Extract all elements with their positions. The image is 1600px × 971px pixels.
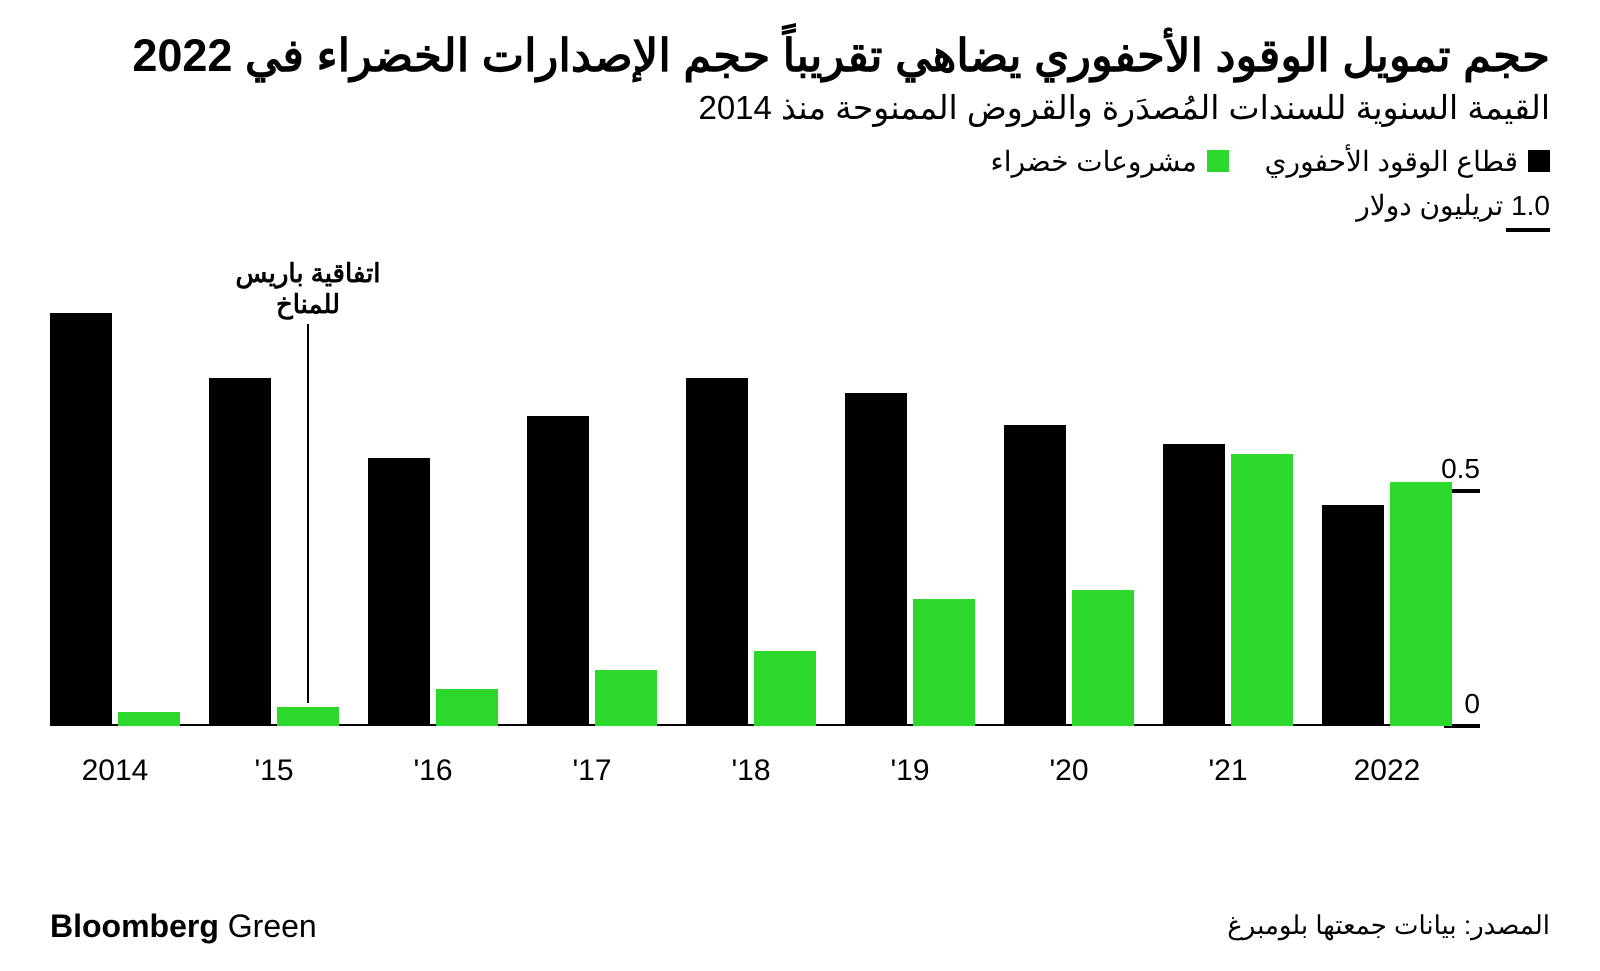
bar-fossil bbox=[50, 313, 112, 727]
x-tick-label: '18 bbox=[686, 754, 816, 788]
bar-group bbox=[368, 256, 527, 726]
bar-group bbox=[50, 256, 209, 726]
bar-group bbox=[1004, 256, 1163, 726]
bar-fossil bbox=[1163, 444, 1225, 726]
x-tick-label: 2014 bbox=[50, 754, 180, 788]
y-axis-top-underline bbox=[1506, 228, 1550, 232]
bar-fossil bbox=[209, 378, 271, 726]
legend-swatch-green bbox=[1207, 150, 1229, 172]
bar-green bbox=[595, 670, 657, 726]
bar-green bbox=[277, 707, 339, 726]
x-tick-label: '17 bbox=[527, 754, 657, 788]
brand-logo: Bloomberg Green bbox=[50, 908, 317, 945]
bar-group bbox=[1163, 256, 1322, 726]
bar-fossil bbox=[368, 458, 430, 726]
annotation-text-1: اتفاقية باريس bbox=[235, 258, 380, 288]
brand-main: Bloomberg bbox=[50, 908, 219, 944]
chart-title: حجم تمويل الوقود الأحفوري يضاهي تقريباً … bbox=[50, 30, 1550, 82]
bar-green bbox=[1231, 454, 1293, 727]
x-tick-label: '21 bbox=[1163, 754, 1293, 788]
x-tick-label: '15 bbox=[209, 754, 339, 788]
annotation-line bbox=[307, 324, 309, 703]
chart-card: حجم تمويل الوقود الأحفوري يضاهي تقريباً … bbox=[0, 0, 1600, 971]
chart-subtitle: القيمة السنوية للسندات المُصدَرة والقروض… bbox=[50, 88, 1550, 127]
bar-group bbox=[1322, 256, 1481, 726]
legend-swatch-fossil bbox=[1528, 150, 1550, 172]
bar-fossil bbox=[1322, 505, 1384, 726]
source-text: المصدر: بيانات جمعتها بلومبرغ bbox=[1227, 910, 1550, 941]
bar-green bbox=[436, 689, 498, 727]
x-tick-label: 2022 bbox=[1322, 754, 1452, 788]
bar-green bbox=[913, 599, 975, 726]
annotation-text-2: للمناخ bbox=[276, 289, 340, 319]
legend-item-green: مشروعات خضراء bbox=[991, 145, 1229, 178]
chart-plot-area: 00.5اتفاقية باريسللمناخ 2014'15'16'17'18… bbox=[50, 256, 1550, 796]
annotation-label: اتفاقية باريسللمناخ bbox=[218, 258, 398, 320]
bar-green bbox=[1390, 482, 1452, 726]
bar-green bbox=[754, 651, 816, 726]
x-tick-label: '20 bbox=[1004, 754, 1134, 788]
bar-green bbox=[1072, 590, 1134, 726]
legend-label-green: مشروعات خضراء bbox=[991, 145, 1197, 178]
legend-label-fossil: قطاع الوقود الأحفوري bbox=[1265, 145, 1518, 178]
bar-fossil bbox=[527, 416, 589, 726]
legend-item-fossil: قطاع الوقود الأحفوري bbox=[1265, 145, 1550, 178]
bar-fossil bbox=[845, 393, 907, 727]
y-axis-top-label: 1.0 تريليون دولار bbox=[50, 189, 1550, 232]
bar-green bbox=[118, 712, 180, 726]
x-tick-label: '19 bbox=[845, 754, 975, 788]
bar-fossil bbox=[686, 378, 748, 726]
bar-group bbox=[845, 256, 1004, 726]
x-tick-label: '16 bbox=[368, 754, 498, 788]
bar-group bbox=[686, 256, 845, 726]
bar-group bbox=[527, 256, 686, 726]
bar-fossil bbox=[1004, 425, 1066, 726]
brand-sub: Green bbox=[228, 908, 317, 944]
bar-group bbox=[209, 256, 368, 726]
chart-legend: قطاع الوقود الأحفوري مشروعات خضراء bbox=[50, 145, 1550, 180]
